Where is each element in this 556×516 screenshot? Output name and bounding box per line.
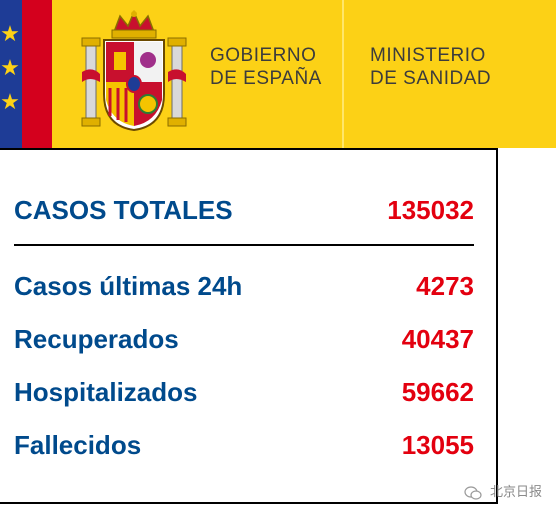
spain-flag-red-stripe xyxy=(22,0,52,148)
stat-label: Casos últimas 24h xyxy=(14,271,243,301)
coat-of-arms-icon xyxy=(81,10,187,132)
eu-flag-strip: ★ ★ ★ xyxy=(0,0,22,148)
stat-value: 40437 xyxy=(401,324,474,354)
watermark: 北京日报 xyxy=(464,481,542,500)
stat-row-hospitalized: Hospitalizados 59662 xyxy=(14,374,474,410)
stat-value: 13055 xyxy=(401,430,474,460)
eu-star-icon: ★ xyxy=(0,90,20,115)
stats-divider xyxy=(14,244,474,246)
wechat-icon xyxy=(464,485,482,500)
ministry-line-2: DE SANIDAD xyxy=(370,68,492,89)
stat-row-total: CASOS TOTALES 135032 xyxy=(14,192,474,228)
stat-row-new-cases: Casos últimas 24h 4273 xyxy=(14,268,474,304)
government-name: GOBIERNO DE ESPAÑA xyxy=(210,44,322,90)
stat-value: 59662 xyxy=(401,377,474,407)
header-divider xyxy=(342,0,344,148)
government-line-2: DE ESPAÑA xyxy=(210,68,322,89)
header-banner: ★ ★ ★ GOBIERNO DE ESPAÑA xyxy=(0,0,556,148)
ministry-name: MINISTERIO DE SANIDAD xyxy=(370,44,491,90)
stat-label: Fallecidos xyxy=(14,430,142,460)
stat-row-deceased: Fallecidos 13055 xyxy=(14,427,474,463)
ministry-line-1: MINISTERIO xyxy=(370,45,486,66)
stat-label: Recuperados xyxy=(14,324,179,354)
stat-value: 4273 xyxy=(416,271,474,301)
government-line-1: GOBIERNO xyxy=(210,45,317,66)
eu-star-icon: ★ xyxy=(0,22,20,47)
stat-label: Hospitalizados xyxy=(14,377,198,407)
stat-value-total: 135032 xyxy=(387,195,474,225)
stat-label-total: CASOS TOTALES xyxy=(14,195,233,225)
eu-star-icon: ★ xyxy=(0,56,20,81)
watermark-text: 北京日报 xyxy=(489,485,542,500)
stat-row-recovered: Recuperados 40437 xyxy=(14,321,474,357)
covid-stats-card: CASOS TOTALES 135032 Casos últimas 24h 4… xyxy=(0,148,498,504)
